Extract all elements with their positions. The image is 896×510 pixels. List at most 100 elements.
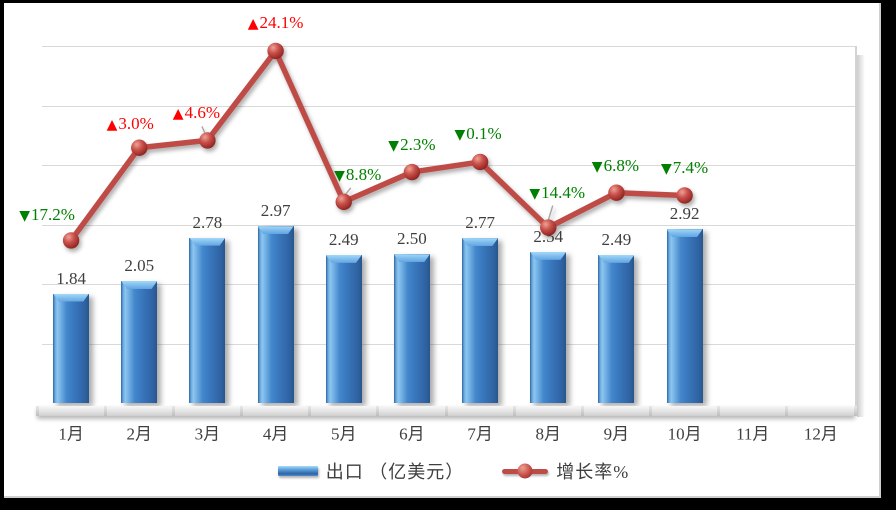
up-triangle-icon: ▲ [106, 116, 118, 133]
growth-rate-value: 6.8% [603, 155, 640, 175]
bar-value-label: 2.77 [465, 213, 495, 233]
line-series-swatch-icon [502, 463, 549, 479]
down-triangle-icon: ▼ [388, 138, 400, 155]
x-axis-tick [785, 406, 789, 416]
x-axis-label-12月: 12月 [803, 424, 838, 444]
growth-rate-label: ▲3.0% [107, 114, 154, 134]
growth-rate-value: 17.2% [31, 205, 75, 225]
growth-rate-label: ▼0.1% [454, 124, 501, 144]
bar-value-label: 2.97 [260, 201, 291, 221]
x-axis-tick [103, 406, 107, 416]
down-triangle-icon: ▼ [19, 208, 31, 225]
line-point-marker [471, 153, 489, 171]
bar-10月 [666, 229, 703, 403]
growth-rate-value: 3.0% [118, 113, 154, 133]
growth-rate-label: ▼17.2% [19, 205, 75, 225]
gridline [42, 224, 855, 226]
bar-series-swatch-icon [277, 466, 318, 476]
growth-rate-label: ▼8.8% [334, 165, 381, 185]
gridline [42, 343, 855, 345]
growth-rate-label: ▲24.1% [248, 13, 304, 33]
growth-rate-value: 2.3% [400, 135, 436, 155]
down-triangle-icon: ▼ [591, 158, 603, 175]
plot-right-shadow [857, 55, 865, 417]
x-axis-label-7月: 7月 [467, 424, 493, 444]
x-axis-tick [580, 406, 584, 416]
legend-label-export: 出口 （亿美元） [325, 462, 465, 482]
up-triangle-icon: ▲ [172, 106, 184, 123]
down-triangle-icon: ▼ [454, 126, 466, 143]
x-axis-tick [717, 406, 721, 416]
growth-rate-value: 24.1% [259, 12, 304, 32]
gridline [42, 46, 855, 47]
x-axis-label-5月: 5月 [331, 424, 357, 444]
x-axis-tick [35, 406, 39, 416]
bar-9月 [598, 254, 635, 403]
x-axis-label-3月: 3月 [194, 424, 221, 444]
gridline [42, 105, 855, 107]
x-axis-tick [171, 406, 175, 416]
bar-3月 [189, 237, 226, 403]
label-leader-line [546, 205, 554, 224]
growth-rate-value: 0.1% [466, 123, 502, 143]
bar-value-label: 2.49 [328, 229, 359, 249]
bar-value-label: 2.50 [397, 229, 427, 249]
x-axis-tick [376, 406, 380, 416]
x-axis-tick [308, 406, 312, 416]
line-point-marker [335, 193, 352, 211]
gridline [42, 284, 855, 285]
bar-value-label: 1.84 [56, 268, 86, 288]
line-point-marker [403, 163, 421, 181]
bar-7月 [462, 238, 499, 403]
x-axis-tick [444, 406, 448, 416]
bar-2月 [121, 281, 158, 403]
growth-rate-value: 4.6% [184, 103, 221, 123]
legend-item-export: 出口 （亿美元） [277, 458, 465, 484]
growth-rate-label: ▼14.4% [529, 183, 585, 203]
legend-item-growth-rate: 增长率% [502, 458, 629, 484]
x-axis-label-11月: 11月 [736, 424, 770, 444]
growth-rate-value: 8.8% [345, 164, 382, 184]
x-axis-label-4月: 4月 [262, 424, 289, 444]
growth-rate-label: ▼6.8% [592, 156, 639, 176]
bar-6月 [393, 254, 430, 403]
line-point-marker [199, 132, 216, 149]
x-axis-label-8月: 8月 [535, 424, 562, 444]
down-triangle-icon: ▼ [529, 185, 541, 202]
growth-rate-value: 14.4% [541, 182, 586, 202]
bar-value-label: 2.78 [192, 212, 223, 232]
line-marker-icon [517, 463, 533, 479]
bar-8月 [530, 251, 567, 403]
label-leader-line [342, 187, 352, 199]
plot-right-border [855, 46, 857, 414]
growth-rate-label: ▲4.6% [173, 103, 220, 123]
x-axis-tick [853, 406, 857, 416]
bar-4月 [257, 226, 294, 403]
growth-rate-value: 7.4% [672, 158, 709, 178]
growth-rate-label: ▼2.3% [388, 135, 435, 155]
chart-area: 1.84 2.05 2.78 2.97 2.49 2.50 2.77 2.54 2.49 2.92… [4, 3, 881, 498]
x-axis-label-9月: 9月 [603, 424, 630, 444]
x-axis-label-10月: 10月 [667, 424, 702, 444]
bar-1月 [53, 293, 90, 403]
down-triangle-icon: ▼ [660, 161, 672, 178]
x-axis-label-2月: 2月 [126, 424, 153, 444]
bar-5月 [325, 254, 362, 403]
line-point-marker [131, 139, 148, 156]
up-triangle-icon: ▲ [247, 15, 259, 32]
down-triangle-icon: ▼ [334, 167, 345, 184]
growth-rate-label: ▼7.4% [661, 158, 708, 178]
x-axis-tick [649, 406, 652, 416]
gridline [42, 165, 855, 166]
x-axis-label-6月: 6月 [399, 424, 425, 444]
line-point-marker [676, 187, 693, 204]
label-leader-line [201, 126, 208, 137]
legend-label-growth-rate: 增长率% [556, 462, 630, 482]
line-point-marker [608, 184, 625, 201]
x-axis-label-1月: 1月 [58, 424, 84, 444]
x-axis-tick [240, 406, 243, 416]
growth-rate-line [68, 48, 688, 244]
bar-value-label: 2.54 [533, 226, 564, 246]
chart-legend: 出口 （亿美元） 增长率% [4, 455, 881, 487]
bar-value-label: 2.05 [124, 256, 155, 276]
